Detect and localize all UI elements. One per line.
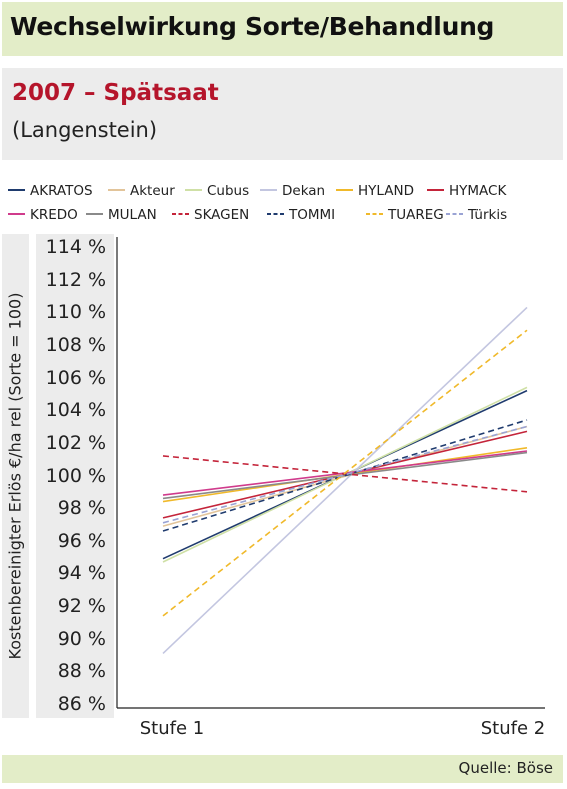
legend-item-akratos: AKRATOS [8, 183, 93, 199]
legend-item-skagen: SKAGEN [172, 207, 249, 223]
y-tick-label: 90 % [57, 627, 106, 650]
y-tick-label: 108 % [45, 333, 106, 356]
legend-item-tuareg: TUAREG [366, 207, 444, 223]
legend-item-mulan: MULAN [86, 207, 157, 223]
legend-label: Türkis [467, 207, 507, 223]
legend-label: TOMMI [288, 207, 335, 223]
chart-title: Wechselwirkung Sorte/Behandlung [10, 12, 495, 41]
legend-label: Akteur [130, 183, 175, 199]
chart-subtitle: 2007 – Spätsaat [12, 80, 219, 106]
axes [116, 237, 545, 709]
legend-label: MULAN [108, 207, 157, 223]
series-line-dekan [162, 306, 528, 654]
legend-item-hymack: HYMACK [427, 183, 507, 199]
y-tick-label: 102 % [45, 431, 106, 454]
legend-label: SKAGEN [194, 207, 249, 223]
legend-label: Dekan [282, 183, 325, 199]
y-tick-label: 88 % [57, 660, 106, 683]
legend-label: TUAREG [387, 207, 444, 223]
source-note: Quelle: Böse [458, 759, 553, 777]
source-band: Quelle: Böse [2, 755, 563, 783]
chart-location: (Langenstein) [12, 118, 158, 142]
y-tick-label: 92 % [57, 595, 106, 618]
y-tick-label: 86 % [57, 693, 106, 715]
legend-item-tommi: TOMMI [267, 207, 335, 223]
y-tick-label: 106 % [45, 366, 106, 389]
y-axis-label-band [2, 234, 29, 718]
x-tick-label: Stufe 1 [140, 718, 204, 739]
legend: AKRATOS Akteur Cubus Dekan HYLAND HYMACK KREDO… [8, 183, 507, 223]
series-line-türkis [162, 425, 528, 524]
legend-item-kredo: KREDO [8, 207, 78, 223]
legend-label: KREDO [30, 207, 78, 223]
y-tick-label: 98 % [57, 497, 106, 520]
series-line-tommi [162, 419, 528, 532]
x-tick-labels: Stufe 1 Stufe 2 [140, 718, 545, 739]
legend-item-cubus: Cubus [185, 183, 249, 199]
y-tick-label: 94 % [57, 562, 106, 585]
legend-label: HYLAND [358, 183, 414, 199]
title-band: Wechselwirkung Sorte/Behandlung [2, 2, 563, 56]
y-tick-label: 100 % [45, 464, 106, 487]
y-tick-label: 112 % [45, 268, 106, 291]
series-lines [162, 306, 528, 654]
y-tick-band: 86 % 88 % 90 % 92 % 94 % 96 % 98 % 100 % 102 % 10… [36, 234, 114, 718]
series-line-tuareg [162, 329, 528, 617]
legend-item-dekan: Dekan [260, 183, 325, 199]
subtitle-band: 2007 – Spätsaat (Langenstein) [2, 68, 563, 160]
y-tick-label: 104 % [45, 399, 106, 422]
x-tick-label: Stufe 2 [481, 718, 545, 739]
legend-item-türkis: Türkis [446, 207, 507, 223]
y-tick-label: 114 % [45, 236, 106, 258]
y-tick-label: 96 % [57, 529, 106, 552]
legend-item-hyland: HYLAND [336, 183, 414, 199]
legend-label: HYMACK [449, 183, 507, 199]
legend-item-akteur: Akteur [108, 183, 175, 199]
y-tick-label: 110 % [45, 301, 106, 324]
legend-label: Cubus [207, 183, 249, 199]
legend-label: AKRATOS [30, 183, 93, 199]
